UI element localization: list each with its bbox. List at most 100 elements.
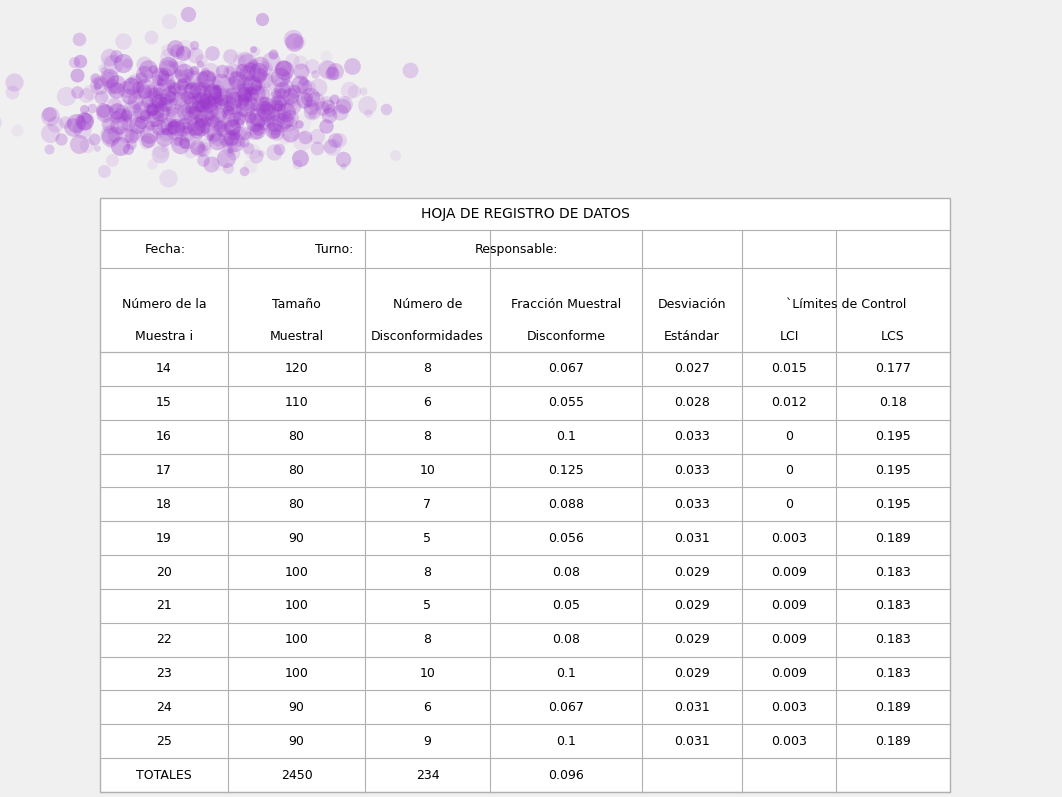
Point [208,80,225,93]
Point [259,100,276,112]
Point [207,116,224,129]
Point [179,7,196,20]
Point [257,73,274,86]
Point [65,120,82,133]
Point [138,135,155,148]
Text: 80: 80 [289,464,305,477]
Point [194,71,211,84]
Point [203,85,220,98]
Point [335,100,352,112]
Point [267,120,284,133]
Text: 0.183: 0.183 [875,633,911,646]
Point [277,107,294,120]
Text: 0.029: 0.029 [674,633,709,646]
Point [171,81,188,94]
Point [202,92,219,104]
Text: 0.1: 0.1 [556,430,576,443]
Point [227,135,244,148]
Point [244,42,261,55]
Text: 0.033: 0.033 [674,430,709,443]
Point [292,65,309,78]
Point [322,140,339,153]
Point [224,147,241,159]
Point [253,88,270,100]
Point [256,111,273,124]
Point [243,145,260,158]
Point [134,104,151,116]
Point [236,85,253,98]
Point [154,112,171,124]
Point [241,84,258,96]
Point [303,108,320,120]
Point [355,84,372,97]
Point [79,139,96,151]
Point [8,124,25,136]
Point [218,103,235,116]
Text: 0.18: 0.18 [879,396,907,410]
Point [193,100,210,112]
Point [142,84,159,97]
Point [107,128,124,140]
Point [236,88,253,100]
Text: 0.033: 0.033 [674,498,709,511]
Point [115,35,132,48]
Point [226,68,243,80]
Point [276,66,293,79]
Point [86,132,103,145]
Point [176,123,193,135]
Point [209,108,226,120]
Point [169,84,186,97]
Point [273,116,290,129]
Point [173,77,190,90]
Point [139,63,156,76]
Point [276,96,293,109]
Point [230,53,247,66]
Text: 0.003: 0.003 [771,532,807,544]
Point [346,84,363,97]
Point [188,121,205,134]
Text: 14: 14 [156,363,172,375]
Point [291,77,308,90]
Text: 0.195: 0.195 [875,464,911,477]
Point [270,143,287,155]
Text: 24: 24 [156,701,172,714]
Point [281,89,298,102]
Text: 0.031: 0.031 [674,735,709,748]
Point [161,114,178,127]
Point [276,114,293,127]
Text: `Límites de Control: `Límites de Control [786,297,906,311]
Point [171,61,188,74]
Point [97,105,114,118]
Point [284,100,301,112]
Point [211,120,228,132]
Text: 0.067: 0.067 [548,363,584,375]
Point [135,118,152,131]
Point [359,98,376,111]
Point [215,91,232,104]
Point [268,125,285,138]
Point [152,76,169,88]
Point [189,143,206,155]
Point [155,69,172,81]
Point [179,67,196,80]
Point [101,119,118,132]
Point [68,69,85,82]
Point [229,80,246,92]
Point [319,63,336,76]
Point [203,77,220,90]
Point [110,100,127,113]
Text: 0.003: 0.003 [771,701,807,714]
Text: 0.125: 0.125 [548,464,584,477]
Point [161,84,178,97]
Point [225,93,242,106]
Text: 0.189: 0.189 [875,532,911,544]
Point [194,118,211,131]
Point [255,119,272,132]
Point [192,143,209,156]
Point [287,87,304,100]
Text: Número de la: Número de la [122,297,206,311]
Point [152,106,169,119]
Point [295,80,312,92]
Point [120,90,137,103]
Point [95,64,112,77]
